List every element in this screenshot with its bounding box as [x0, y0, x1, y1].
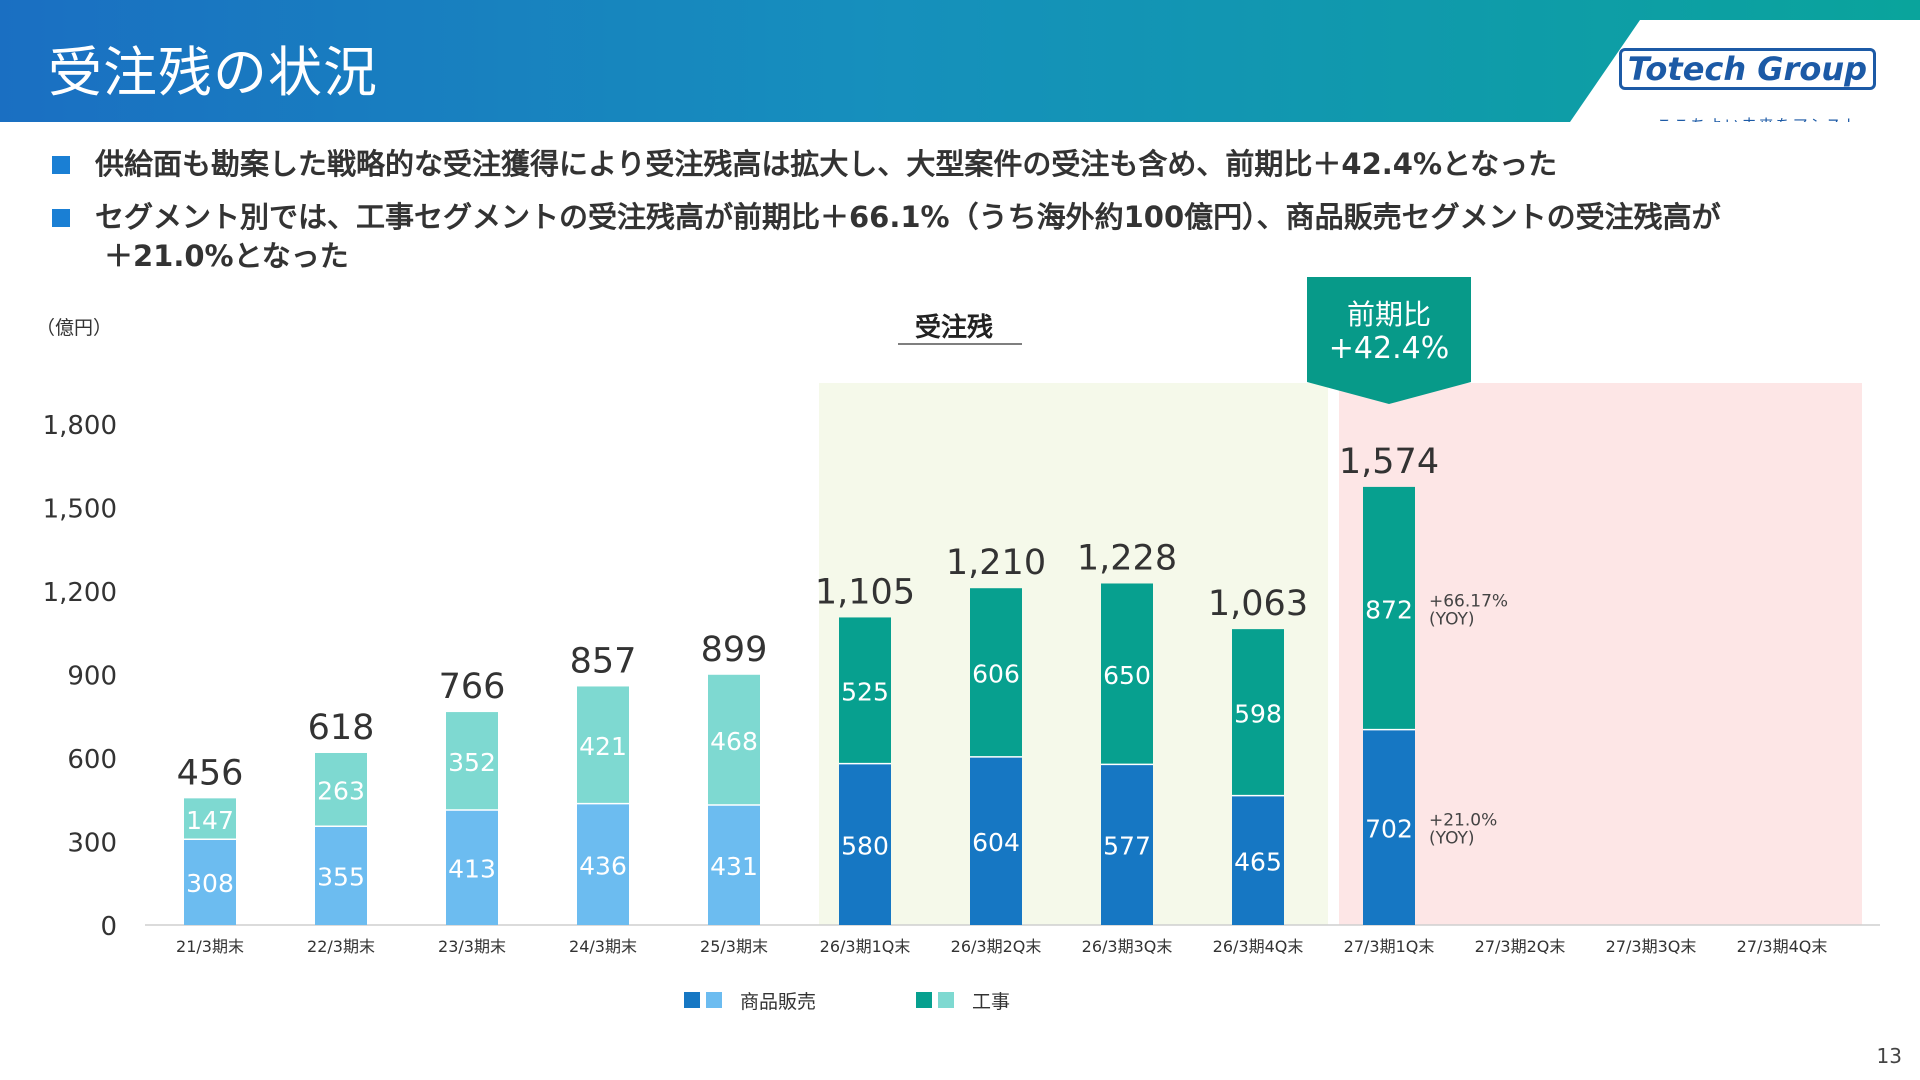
bar-segment-商品販売 [577, 803, 629, 925]
header-bar: 受注残の状況 [0, 0, 1920, 122]
bar-segment-工事 [184, 798, 236, 840]
bar-segment-工事 [839, 617, 891, 764]
data-label-商品販売: 702 [1365, 814, 1413, 843]
bar-segment-商品販売 [1363, 729, 1415, 925]
data-label-工事: 598 [1234, 699, 1282, 728]
bar-segment-商品販売 [970, 756, 1022, 925]
data-label-工事: 872 [1365, 595, 1413, 624]
x-tick-label: 27/3期4Q末 [1737, 937, 1828, 956]
bullet-marker [52, 209, 70, 227]
bar-segment-工事 [1232, 629, 1284, 796]
legend-label: 工事 [972, 991, 1010, 1013]
total-label: 618 [308, 708, 375, 748]
y-axis-unit: （億円） [36, 317, 112, 339]
bar-segment-商品販売 [1232, 795, 1284, 925]
x-tick-label: 27/3期1Q末 [1344, 937, 1435, 956]
bullet-1-text: 供給面も勘案した戦略的な受注獲得により受注残高は拡大し、大型案件の受注も含め、前… [95, 147, 1558, 181]
company-tagline: ここちよい未来をアシスト [1656, 116, 1860, 134]
x-tick-label: 23/3期末 [438, 937, 506, 956]
data-label-工事: 525 [841, 678, 889, 707]
y-tick-label: 1,800 [43, 411, 117, 441]
data-label-商品販売: 604 [972, 828, 1020, 857]
total-label: 1,574 [1339, 442, 1439, 482]
bar-segment-工事 [708, 674, 760, 806]
chart-title: 受注残 [915, 312, 993, 343]
legend-swatch [706, 992, 722, 1008]
bullet-2-text: セグメント別では、工事セグメントの受注残高が前期比＋66.1%（うち海外約100… [95, 200, 1721, 234]
x-tick-label: 26/3期1Q末 [820, 937, 911, 956]
bar-segment-工事 [315, 752, 367, 827]
bar-segment-工事 [1101, 583, 1153, 765]
yoy-annotation-value: +66.17% [1429, 591, 1508, 611]
y-tick-label: 1,200 [43, 578, 117, 608]
x-tick-label: 21/3期末 [176, 937, 244, 956]
bar-segment-商品販売 [708, 805, 760, 925]
y-tick-label: 0 [100, 912, 117, 942]
bar-segment-商品販売 [1101, 764, 1153, 925]
data-label-商品販売: 436 [579, 851, 627, 880]
x-tick-label: 26/3期2Q末 [951, 937, 1042, 956]
x-tick-label: 22/3期末 [307, 937, 375, 956]
data-label-工事: 421 [579, 732, 627, 761]
highlight-next-year [1339, 383, 1862, 925]
bullet-2-text-cont: ＋21.0%となった [104, 239, 349, 273]
total-label: 899 [701, 630, 768, 670]
page-title: 受注残の状況 [48, 41, 378, 104]
company-logo: Totech Group [1618, 48, 1876, 90]
x-tick-label: 26/3期3Q末 [1082, 937, 1173, 956]
x-tick-label: 26/3期4Q末 [1213, 937, 1304, 956]
total-label: 766 [439, 667, 506, 707]
legend-label: 商品販売 [740, 991, 816, 1013]
bar-segment-工事 [446, 712, 498, 811]
legend-swatch [684, 992, 700, 1008]
data-label-商品販売: 580 [841, 831, 889, 860]
x-tick-label: 27/3期3Q末 [1606, 937, 1697, 956]
y-tick-label: 1,500 [43, 495, 117, 525]
bar-segment-工事 [970, 588, 1022, 757]
bar-segment-商品販売 [446, 810, 498, 925]
yoy-annotation-label: (YOY) [1429, 609, 1475, 629]
legend-swatch [938, 992, 954, 1008]
total-label: 1,228 [1077, 538, 1177, 578]
bar-segment-工事 [1363, 486, 1415, 730]
data-label-工事: 147 [186, 806, 234, 835]
data-label-商品販売: 577 [1103, 832, 1151, 861]
callout-label: 前期比 [1347, 298, 1431, 331]
total-label: 857 [570, 641, 637, 681]
data-label-商品販売: 431 [710, 852, 758, 881]
data-label-商品販売: 413 [448, 855, 496, 884]
y-tick-label: 600 [67, 745, 117, 775]
data-label-工事: 606 [972, 660, 1020, 689]
yoy-callout-box [1307, 277, 1471, 404]
data-label-工事: 352 [448, 748, 496, 777]
total-label: 456 [177, 753, 244, 793]
data-label-工事: 263 [317, 777, 365, 806]
total-label: 1,105 [815, 572, 915, 612]
yoy-annotation-value: +21.0% [1429, 810, 1497, 830]
x-tick-label: 27/3期2Q末 [1475, 937, 1566, 956]
bullet-marker [52, 156, 70, 174]
bar-segment-工事 [577, 686, 629, 804]
data-label-商品販売: 465 [1234, 847, 1282, 876]
y-tick-label: 900 [67, 662, 117, 692]
y-tick-label: 300 [67, 829, 117, 859]
total-label: 1,210 [946, 543, 1046, 583]
data-label-工事: 468 [710, 727, 758, 756]
bar-segment-商品販売 [315, 826, 367, 925]
yoy-annotation-label: (YOY) [1429, 828, 1475, 848]
x-tick-label: 25/3期末 [700, 937, 768, 956]
data-label-工事: 650 [1103, 661, 1151, 690]
x-tick-label: 24/3期末 [569, 937, 637, 956]
bar-segment-商品販売 [839, 763, 891, 925]
page-number: 13 [1876, 1044, 1902, 1068]
data-label-商品販売: 355 [317, 863, 365, 892]
logo-panel: Totech Group ここちよい未来をアシスト [1570, 20, 1920, 122]
callout-value: +42.4% [1329, 331, 1449, 366]
data-label-商品販売: 308 [186, 869, 234, 898]
bar-segment-商品販売 [184, 839, 236, 925]
legend-swatch [916, 992, 932, 1008]
total-label: 1,063 [1208, 584, 1308, 624]
